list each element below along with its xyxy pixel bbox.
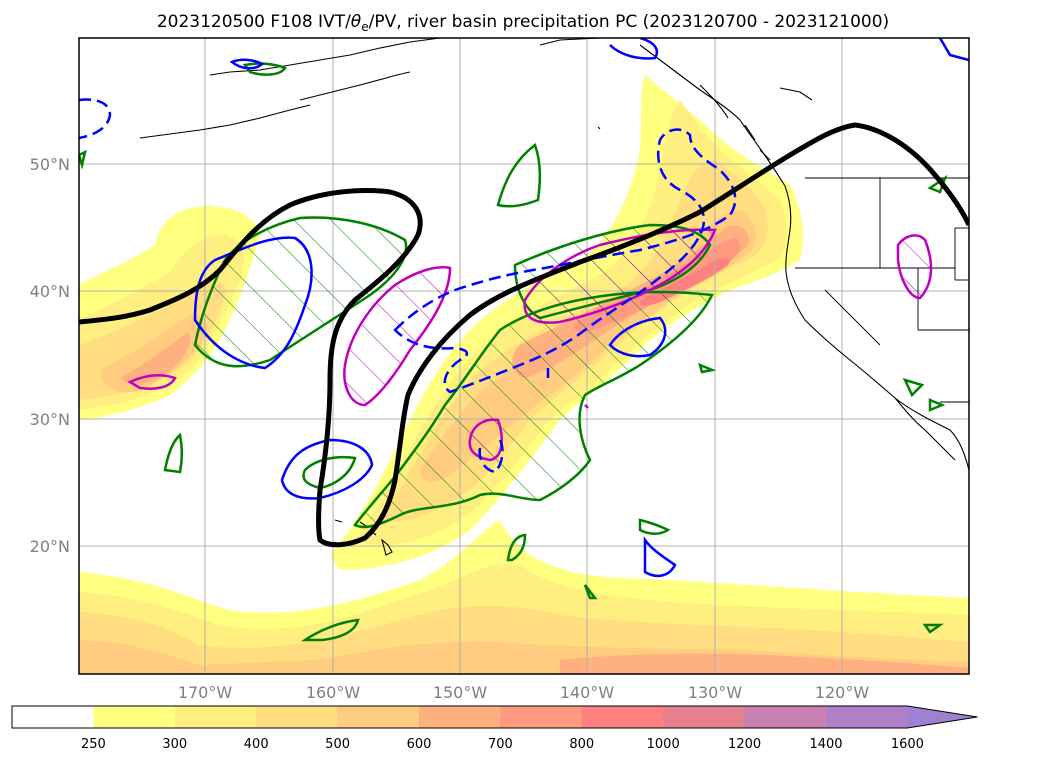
colorbar-swatch: [744, 706, 827, 728]
colorbar-tick-label: 1200: [728, 737, 761, 752]
title-suffix: /PV, river basin precipitation PC (20231…: [369, 12, 890, 32]
green-contours: [79, 62, 948, 642]
lon-label-150w: 150°W: [433, 683, 488, 702]
colorbar-tick-label: 1600: [891, 737, 924, 752]
lon-label-130w: 130°W: [688, 683, 743, 702]
colorbar-swatch: [174, 706, 257, 728]
figure-title: 2023120500 F108 IVT/θe/PV, river basin p…: [157, 12, 889, 34]
lon-label-140w: 140°W: [560, 683, 615, 702]
coastlines: [139, 38, 969, 556]
latitude-labels: 50°N 40°N 30°N 20°N: [30, 155, 70, 556]
colorbar-tick-label: 1400: [809, 737, 842, 752]
colorbar-swatch: [337, 706, 420, 728]
colorbar-tick-label: 500: [325, 737, 350, 752]
colorbar-swatch: [419, 706, 501, 728]
black-contours: [79, 122, 969, 548]
lat-label-50n: 50°N: [30, 155, 70, 174]
colorbar-swatch: [581, 706, 664, 728]
colorbar-extend-triangle: [907, 706, 978, 728]
colorbar-tick-label: 250: [81, 737, 106, 752]
lat-label-30n: 30°N: [30, 410, 70, 429]
colorbar-swatch: [12, 706, 94, 728]
colorbar-swatch: [663, 706, 746, 728]
colorbar-outline: [11, 705, 978, 729]
colorbar-tick-label: 800: [569, 737, 594, 752]
map-panel: [79, 38, 969, 674]
lat-label-40n: 40°N: [30, 282, 70, 301]
title-subscript: e: [361, 20, 368, 34]
colorbar-swatch: [500, 706, 583, 728]
title-theta: θ: [351, 12, 362, 32]
lon-label-120w: 120°W: [815, 683, 870, 702]
lon-label-160w: 160°W: [306, 683, 361, 702]
colorbar-tick-label: 700: [488, 737, 513, 752]
colorbar-swatches: [12, 706, 978, 728]
colorbar-tick-label: 300: [162, 737, 187, 752]
colorbar: 250 300 400 500 600 700 800 1000 1200 1400 1600: [11, 705, 978, 752]
colorbar-tick-label: 600: [407, 737, 432, 752]
magenta-contours: [127, 228, 933, 462]
title-prefix: 2023120500 F108 IVT/: [157, 12, 351, 32]
colorbar-swatch: [826, 706, 908, 728]
longitude-labels: 170°W 160°W 150°W 140°W 130°W 120°W: [178, 683, 870, 702]
colorbar-tick-label: 400: [244, 737, 269, 752]
colorbar-swatch: [256, 706, 339, 728]
lon-label-170w: 170°W: [178, 683, 233, 702]
colorbar-swatch: [93, 706, 176, 728]
colorbar-tick-label: 1000: [647, 737, 680, 752]
map-frame: [78, 37, 970, 675]
colorbar-labels: 250 300 400 500 600 700 800 1000 1200 1400 1600: [81, 737, 924, 752]
blue-contours: [79, 38, 969, 578]
lat-label-20n: 20°N: [30, 537, 70, 556]
